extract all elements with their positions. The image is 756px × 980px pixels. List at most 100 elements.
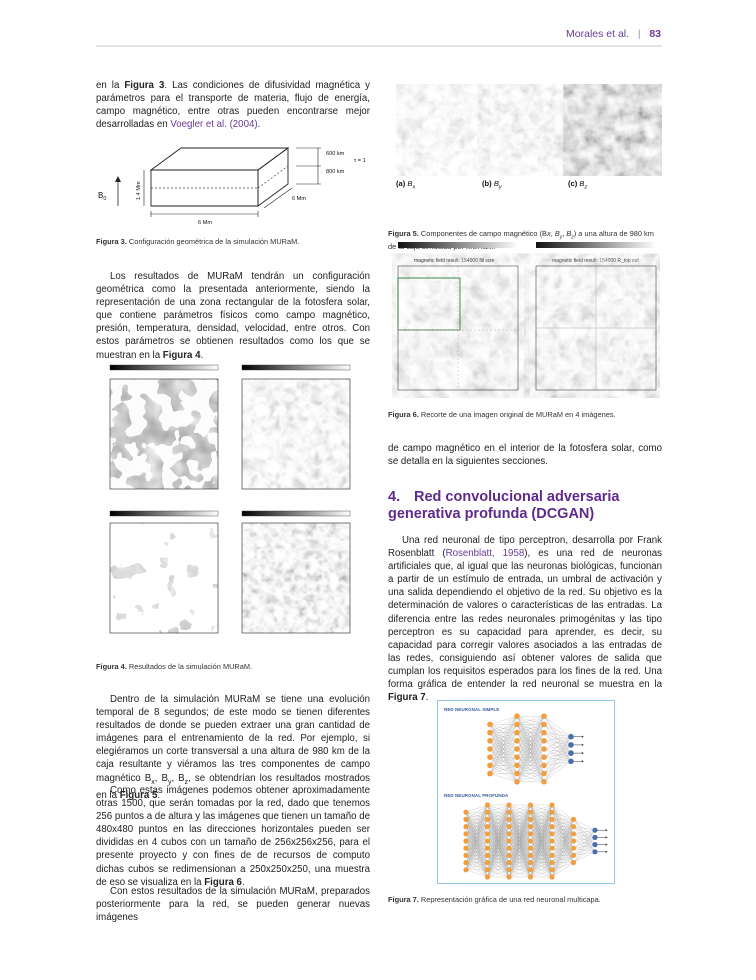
hidden-neuron (506, 831, 512, 837)
hidden-neuron (514, 779, 520, 785)
output-neuron (592, 834, 598, 840)
output-neuron (592, 842, 598, 848)
hidden-neuron (514, 762, 520, 769)
hidden-neuron (506, 816, 512, 822)
output-arrowhead (605, 829, 608, 832)
output-arrowhead (605, 850, 608, 853)
output-neuron (568, 733, 574, 740)
hidden-neuron (527, 852, 534, 858)
left-para-5: Con estos resultados de la simulación MU… (96, 886, 370, 924)
hidden-neuron (484, 809, 491, 815)
hidden-neuron (514, 713, 520, 719)
fig3-label-6mm-bottom: 6 Mm (198, 220, 212, 226)
input-neuron (463, 860, 469, 866)
fig3-label-600km: 600 km (326, 151, 345, 157)
hidden-neuron (484, 845, 491, 851)
input-neuron (487, 754, 493, 760)
hidden-neuron (541, 754, 547, 760)
figure-5-images (398, 88, 658, 172)
hidden-neuron (484, 824, 491, 830)
right-para-2: Una red neuronal de tipo perceptron, des… (388, 535, 663, 704)
ref-figura-6[interactable]: Figura 6 (204, 876, 242, 888)
input-neuron (487, 762, 493, 769)
hidden-neuron (484, 816, 491, 822)
right-para-1: de campo magnético en el interior de la … (388, 443, 662, 468)
hidden-neuron (527, 809, 534, 815)
fig3-label-1-4mm: 1.4 Mm (136, 181, 142, 200)
header-separator: | (637, 28, 641, 40)
hidden-neuron (527, 802, 534, 808)
hidden-neuron (527, 831, 534, 837)
input-neuron (463, 838, 469, 844)
hidden-neuron (541, 779, 547, 785)
fig5-label-b: (b) By (482, 179, 502, 191)
hidden-neuron (541, 770, 547, 777)
hidden-neuron (484, 874, 491, 880)
fig6-right-title: magnetic field result: 154000 R_top cut (552, 258, 639, 264)
input-neuron (463, 845, 469, 851)
output-neuron (568, 750, 574, 756)
ref-figura-7[interactable]: Figura 7 (388, 692, 426, 704)
hidden-neuron (506, 874, 512, 880)
hidden-neuron (484, 831, 491, 837)
input-neuron (487, 721, 493, 728)
hidden-neuron (570, 860, 577, 866)
hidden-neuron (527, 838, 534, 844)
input-neuron (487, 738, 493, 744)
header-rule (96, 45, 662, 47)
hidden-neuron (506, 867, 512, 873)
fig3-label-b0: B (98, 191, 103, 200)
hidden-neuron (514, 746, 520, 752)
input-neuron (463, 867, 469, 873)
header-page-number: 83 (649, 28, 661, 40)
fig5-label-a: (a) Bx (396, 179, 416, 191)
hidden-neuron (527, 824, 534, 830)
hidden-neuron (549, 852, 555, 858)
hidden-neuron (549, 860, 555, 866)
figure-4-panels (96, 361, 376, 651)
hidden-neuron (506, 802, 512, 808)
hidden-neuron (549, 838, 555, 844)
hidden-neuron (506, 838, 512, 844)
hidden-neuron (506, 824, 512, 830)
hidden-neuron (549, 874, 555, 880)
hidden-neuron (506, 845, 512, 851)
left-para-4: Como estas imágenes podemos obtener apro… (96, 785, 370, 888)
figure-6-images: magnetic field result: 154000 fill size … (397, 242, 657, 391)
section-number: 4. (388, 489, 401, 505)
running-header: Morales et al. | 83 (566, 28, 661, 40)
hidden-neuron (541, 738, 547, 744)
ref-figura-5[interactable]: Figura 5 (119, 789, 158, 801)
hidden-neuron (514, 738, 520, 744)
hidden-neuron (527, 867, 534, 873)
hidden-neuron (549, 845, 555, 851)
hidden-neuron (541, 762, 547, 769)
fig7-deep-label: RED NEURONAL PROFUNDA (444, 793, 509, 798)
output-arrowhead (605, 843, 608, 846)
ref-figura-3[interactable]: Figura 3 (124, 80, 165, 91)
fig7-simple-label: RED NEURONAL SIMPLE (444, 707, 499, 712)
hidden-neuron (506, 852, 512, 858)
hidden-neuron (541, 746, 547, 752)
hidden-neuron (514, 729, 520, 736)
ref-figura-4[interactable]: Figura 4 (162, 349, 201, 361)
hidden-neuron (527, 874, 534, 880)
hidden-neuron (506, 860, 512, 866)
cite-voegler[interactable]: Voegler et al. (2004) (170, 119, 258, 131)
fig3-label-6mm-right: 6 Mm (292, 196, 306, 202)
output-arrowhead (581, 735, 584, 738)
hidden-neuron (541, 729, 547, 736)
output-arrowhead (581, 751, 584, 755)
cite-rosenblatt[interactable]: Rosenblatt, 1958 (445, 548, 525, 560)
fig3-label-800km: 800 km (326, 169, 345, 175)
hidden-neuron (570, 824, 577, 830)
input-neuron (463, 831, 469, 837)
fig3-label-tau: τ = 1 (354, 158, 366, 164)
hidden-neuron (549, 831, 555, 837)
input-neuron (463, 809, 469, 815)
fig5-label-c: (c) Bz (568, 179, 588, 191)
hidden-neuron (484, 838, 491, 844)
hidden-neuron (570, 845, 577, 851)
hidden-neuron (541, 721, 547, 728)
output-neuron (592, 827, 598, 833)
